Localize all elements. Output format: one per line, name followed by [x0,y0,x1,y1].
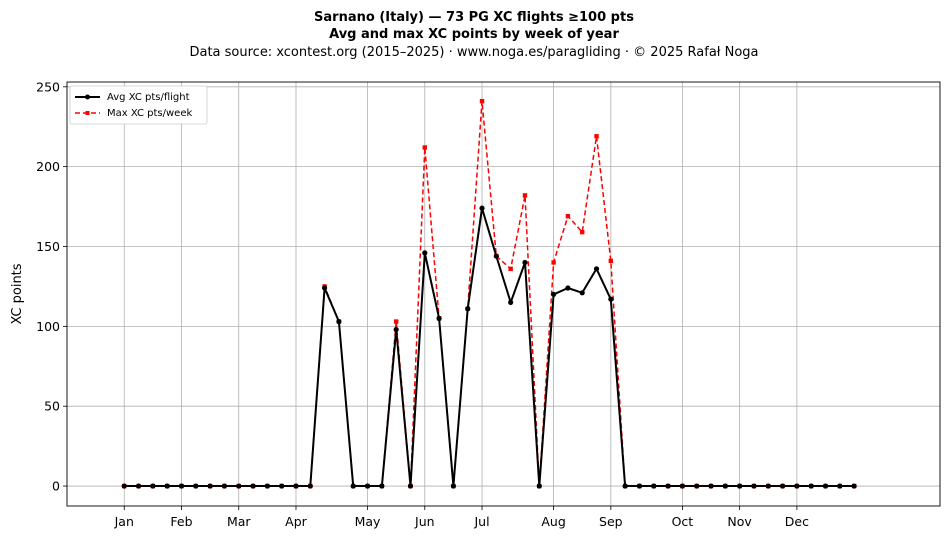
data-point-avg [608,296,614,302]
data-point-avg [322,285,328,291]
data-point-avg [636,483,643,489]
data-point-avg [164,483,170,489]
data-point-avg [808,483,814,489]
y-tick-label: 150 [36,239,60,254]
data-point-avg [779,483,786,489]
data-point-avg [307,483,313,489]
x-tick-label: Apr [285,514,307,529]
data-point-avg [364,483,371,489]
legend-max-label: Max XC pts/week [107,108,192,119]
data-point-max [594,134,599,139]
data-point-avg [221,483,228,489]
legend-avg-marker [85,94,90,100]
data-point-avg [479,205,485,211]
data-point-avg [178,483,185,489]
y-tick-label: 100 [36,319,60,334]
data-point-max [565,213,571,219]
data-point-avg [193,483,199,489]
data-point-max [522,193,528,198]
x-tick-label: Aug [541,514,565,529]
x-tick-label: Oct [672,514,694,529]
data-point-avg [336,318,342,325]
data-point-avg [765,483,771,489]
data-point-max [508,266,513,272]
data-point-avg [851,483,857,489]
x-tick-label: Jun [414,514,435,529]
data-point-avg [536,483,542,489]
data-point-avg [550,291,557,297]
data-point-avg [379,483,385,489]
data-point-avg [250,483,256,489]
y-tick-label: 250 [36,79,60,94]
chart-title: Sarnano (Italy) — 73 PG XC flights ≥100 … [314,10,634,25]
series-line-1 [124,100,855,487]
data-point-avg [279,483,285,489]
data-point-avg [708,483,714,489]
data-point-max [551,260,556,265]
chart-subtitle: Avg and max XC points by week of year [329,27,619,42]
series-line-0 [124,207,855,487]
data-point-avg [822,483,829,489]
data-point-avg [236,483,242,489]
data-point-avg [436,315,442,321]
x-tick-label: Dec [785,514,809,529]
data-point-avg [465,306,471,312]
data-point-avg [293,483,299,489]
data-point-avg [207,483,213,489]
data-point-avg [694,483,700,489]
data-point-avg [350,483,356,489]
legend-box [69,85,208,125]
series-layer [121,98,857,489]
data-point-max [393,319,399,324]
data-point-avg [651,483,657,489]
data-point-max [608,258,614,264]
y-axis: 0 50 100 150 200 250 [36,79,67,494]
data-point-avg [422,250,428,256]
data-point-avg [407,483,414,489]
data-point-avg [150,483,156,489]
data-point-avg [393,326,399,333]
data-point-avg [751,483,757,489]
x-tick-label: Jan [114,514,134,529]
data-point-avg [794,483,800,489]
data-point-avg [679,483,685,489]
legend-avg-label: Avg XC pts/flight [107,92,190,103]
legend-max-marker [85,111,90,115]
data-point-avg [522,259,528,266]
data-point-avg [450,483,457,489]
data-point-avg [593,266,600,272]
y-axis-label: XC points [10,263,25,324]
y-tick-label: 0 [52,479,60,494]
y-tick-label: 50 [44,399,60,414]
data-point-avg [622,483,628,489]
data-point-avg [579,290,585,296]
data-point-max [580,229,585,235]
data-point-avg [121,483,127,489]
y-tick-label: 200 [36,159,60,174]
grid [67,82,940,506]
x-tick-label: Nov [727,514,752,529]
data-point-avg [722,483,728,489]
data-point-max [422,145,427,150]
chart-source: Data source: xcontest.org (2015–2025) · … [189,45,758,60]
data-point-avg [837,483,843,489]
data-point-avg [508,299,514,305]
data-point-avg [565,285,571,291]
legend: Avg XC pts/flight Max XC pts/week [69,85,208,125]
x-tick-label: May [355,514,381,529]
data-point-max [479,98,485,104]
data-point-avg [665,483,671,489]
x-tick-label: Mar [227,514,251,529]
x-tick-label: Feb [170,514,192,529]
data-point-avg [264,483,270,489]
x-tick-label: Sep [599,514,623,529]
plot-frame [66,81,941,507]
data-point-avg [737,483,743,489]
data-point-avg [135,483,142,489]
data-point-avg [493,253,499,259]
x-axis: Jan Feb Mar Apr May Jun Jul Aug Sep Oct Nov Dec [114,506,809,529]
x-tick-label: Jul [473,514,489,529]
